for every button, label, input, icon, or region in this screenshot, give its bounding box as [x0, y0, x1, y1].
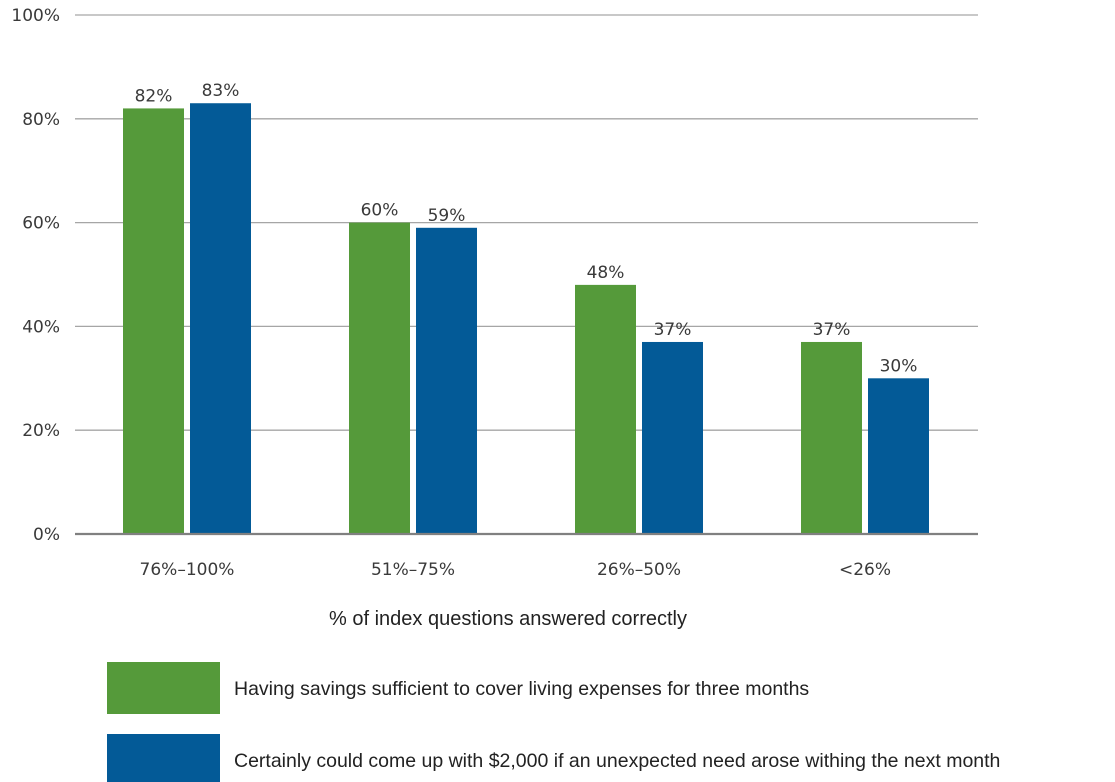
data-label: 82% [135, 86, 173, 106]
legend-label-series-2: Certainly could come up with $2,000 if a… [234, 750, 1000, 772]
data-label: 48% [587, 263, 625, 283]
x-axis-category-labels: 76%–100% 51%–75% 26%–50% <26% [140, 560, 891, 580]
data-label: 37% [813, 320, 851, 340]
x-category-label: 26%–50% [597, 560, 681, 580]
x-category-label: 51%–75% [371, 560, 455, 580]
data-label: 83% [202, 81, 240, 101]
y-tick-label: 0% [33, 525, 60, 545]
bar-series-2 [416, 227, 477, 535]
data-label: 59% [428, 206, 466, 226]
bar-series-1 [575, 284, 636, 534]
x-category-label: <26% [839, 560, 891, 580]
y-tick-label: 60% [22, 214, 60, 234]
bar-series-2 [868, 378, 929, 534]
x-axis-title: % of index questions answered correctly [329, 608, 687, 630]
y-tick-label: 20% [22, 421, 60, 441]
y-tick-label: 100% [11, 6, 60, 26]
legend-swatch-series-1 [107, 662, 220, 714]
data-label: 60% [361, 201, 399, 221]
y-axis-tick-labels: 0% 20% 40% 60% 80% 100% [11, 6, 60, 545]
bar-series-2 [190, 103, 251, 534]
legend: Having savings sufficient to cover livin… [107, 662, 1000, 782]
x-category-label: 76%–100% [140, 560, 235, 580]
bars [123, 103, 929, 535]
legend-swatch-series-2 [107, 734, 220, 782]
data-label: 37% [654, 320, 692, 340]
bar-series-2 [642, 341, 703, 534]
data-label: 30% [880, 356, 918, 376]
bar-series-1 [801, 341, 862, 534]
y-tick-label: 80% [22, 110, 60, 130]
legend-label-series-1: Having savings sufficient to cover livin… [234, 678, 809, 700]
data-labels: 82% 83% 60% 59% 48% 37% 37% 30% [135, 81, 918, 376]
bar-series-1 [123, 108, 184, 535]
bar-series-1 [349, 222, 410, 534]
y-tick-label: 40% [22, 317, 60, 337]
